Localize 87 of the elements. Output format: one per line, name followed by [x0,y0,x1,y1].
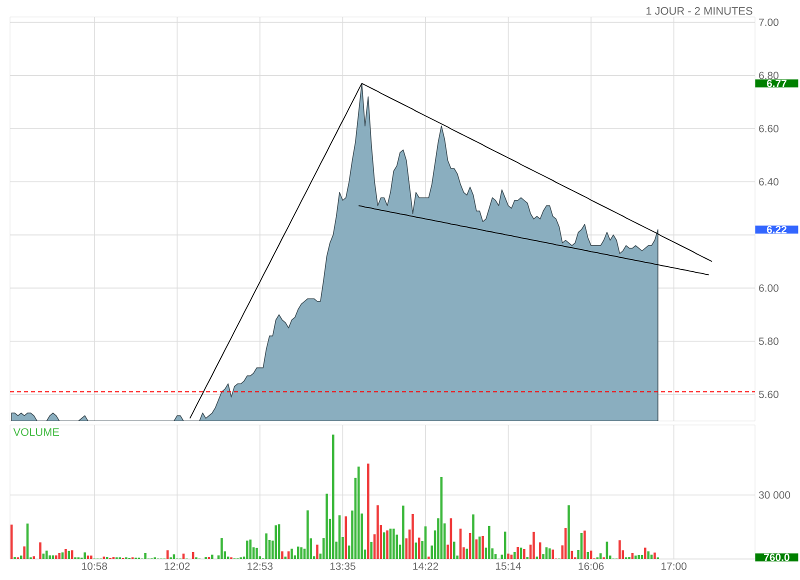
x-tick-label: 13:35 [330,562,356,570]
bar [70,550,74,559]
bar [246,540,248,559]
bar [300,547,302,559]
bar [599,553,602,559]
bar [86,556,90,559]
bar [144,553,146,559]
bar [182,554,185,559]
y-tick-label: 6.60 [759,124,778,132]
x-tick-label: 17:00 [662,562,686,570]
x-tick-label: 10:58 [82,562,108,570]
bar [357,466,360,559]
bar [650,554,653,559]
bar [64,548,67,559]
y-tick-label: 30 000 [758,491,790,499]
text: 760.0 [764,554,790,562]
chart-title: VOLUME [13,428,60,436]
bar [523,548,526,559]
bar [507,554,510,559]
bar [220,538,223,559]
bar [376,505,379,559]
bar [516,547,519,559]
bar [654,552,656,559]
bar [586,552,590,559]
bar [647,551,650,559]
bar [618,540,621,559]
text: 6.77 [766,80,786,88]
bar [42,554,45,559]
y-tick-label: 6.40 [759,178,778,186]
bar [638,554,640,559]
bar [532,532,535,559]
y-tick-label: 6.00 [759,284,778,292]
bar [386,530,388,559]
bar [211,554,214,559]
bar [488,526,490,559]
bar [482,536,484,559]
bar [634,556,637,559]
bar [472,514,474,559]
bar [466,548,468,559]
x-tick-label: 12:53 [248,562,273,570]
x-tick-label: 14:22 [413,562,438,570]
bar [370,542,373,559]
bar [58,553,61,559]
bar [326,494,328,559]
bar [584,530,586,559]
bar [453,542,456,559]
x-tick-label: 16:06 [578,562,604,570]
bar [552,550,554,559]
bar [538,542,542,559]
bar [281,551,284,559]
bar [32,556,36,559]
bar [290,548,293,559]
bar [166,550,169,559]
bar [548,548,551,559]
bar [316,544,318,559]
bar [306,510,309,559]
bar [256,548,258,559]
bar [478,536,481,559]
bar [513,552,516,559]
bar [402,506,404,559]
bar [332,434,334,559]
bar [392,528,395,559]
bar [265,533,268,559]
bar [418,538,420,559]
y-tick-label: 7.00 [759,18,778,26]
bar [644,548,646,559]
y-tick-label: 6.80 [759,72,778,80]
x-tick-label: 15:14 [496,562,522,570]
bar [412,514,414,559]
bar [367,464,370,559]
bar [568,505,570,559]
bar [39,542,42,559]
bar [510,554,513,559]
bar [55,555,58,559]
y-tick-label: 5.80 [758,338,778,345]
text: 6.22 [766,226,786,234]
bar [249,540,252,559]
bar [45,550,48,559]
bar [23,546,26,559]
chart-subtitle: 1 JOUR - 2 MINUTES [646,7,752,15]
x-tick-label: 12:02 [164,562,190,570]
bar [296,546,300,559]
bar [84,552,86,559]
y-tick-label: 5.60 [758,390,778,398]
bar [274,525,277,559]
bar [20,556,22,559]
bar [90,556,92,559]
